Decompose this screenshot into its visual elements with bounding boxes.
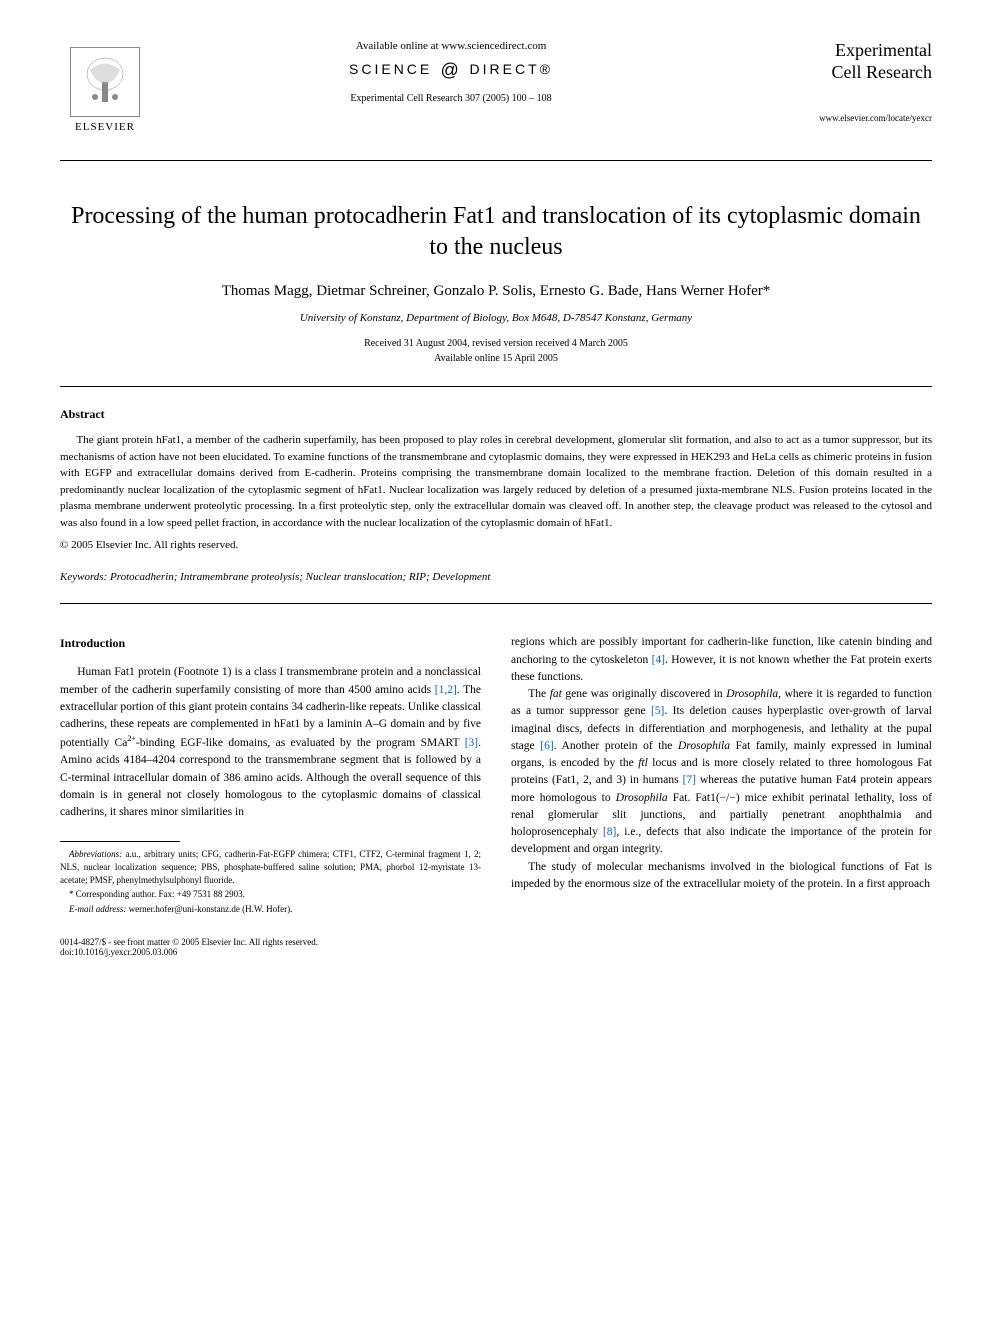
abstract-section: Abstract The giant protein hFat1, a memb… — [60, 407, 932, 551]
elsevier-logo: ELSEVIER — [60, 40, 150, 140]
italic-text: ftl — [638, 757, 648, 769]
journal-reference: Experimental Cell Research 307 (2005) 10… — [170, 93, 732, 104]
dates: Received 31 August 2004, revised version… — [60, 336, 932, 366]
footer-line-1: 0014-4827/$ - see front matter © 2005 El… — [60, 937, 932, 947]
footnote-email: E-mail address: werner.hofer@uni-konstan… — [60, 903, 481, 916]
sciencedirect-prefix: SCIENCE — [349, 61, 432, 77]
journal-name-line2: Cell Research — [832, 62, 932, 82]
ref-link[interactable]: [7] — [683, 774, 696, 786]
keywords-label: Keywords: — [60, 571, 107, 583]
body-columns: Introduction Human Fat1 protein (Footnot… — [60, 634, 932, 917]
footnote-abbreviations: Abbreviations: a.u., arbitrary units; CF… — [60, 848, 481, 886]
body-paragraph: The fat gene was originally discovered i… — [511, 686, 932, 859]
received-date: Received 31 August 2004, revised version… — [60, 336, 932, 351]
journal-url: www.elsevier.com/locate/yexcr — [752, 113, 932, 123]
journal-name-line1: Experimental — [835, 40, 932, 60]
copyright: © 2005 Elsevier Inc. All rights reserved… — [60, 539, 932, 551]
ref-link[interactable]: [4] — [652, 654, 665, 666]
ref-link[interactable]: [3] — [465, 737, 478, 749]
text-run: Human Fat1 protein (Footnote 1) is a cla… — [60, 666, 481, 695]
ref-link[interactable]: [5] — [651, 705, 664, 717]
keywords: Keywords: Protocadherin; Intramembrane p… — [60, 571, 932, 583]
intro-paragraph-1: Human Fat1 protein (Footnote 1) is a cla… — [60, 664, 481, 821]
footnote-corresponding: * Corresponding author. Fax: +49 7531 88… — [60, 888, 481, 901]
divider — [60, 603, 932, 604]
introduction-heading: Introduction — [60, 634, 481, 652]
divider — [60, 386, 932, 387]
keywords-text: Protocadherin; Intramembrane proteolysis… — [107, 571, 490, 583]
ref-link[interactable]: [1,2] — [435, 684, 457, 696]
italic-text: Drosophila — [678, 740, 730, 752]
text-run: -binding EGF-like domains, as evaluated … — [136, 737, 465, 749]
center-header: Available online at www.sciencedirect.co… — [150, 40, 752, 104]
footnote-separator — [60, 841, 180, 842]
available-date: Available online 15 April 2005 — [60, 351, 932, 366]
text-run: . Another protein of the — [554, 740, 678, 752]
abstract-heading: Abstract — [60, 407, 932, 422]
footer-line-2: doi:10.1016/j.yexcr.2005.03.006 — [60, 947, 932, 957]
elsevier-label: ELSEVIER — [75, 121, 135, 133]
superscript: 2+ — [127, 734, 136, 743]
ref-link[interactable]: [8] — [603, 826, 616, 838]
email-label: E-mail address: — [69, 904, 126, 914]
elsevier-tree-icon — [70, 47, 140, 117]
italic-text: fat — [550, 688, 562, 700]
right-column: regions which are possibly important for… — [511, 634, 932, 917]
divider — [60, 160, 932, 161]
affiliation: University of Konstanz, Department of Bi… — [60, 312, 932, 324]
body-paragraph: regions which are possibly important for… — [511, 634, 932, 686]
journal-box: Experimental Cell Research www.elsevier.… — [752, 40, 932, 123]
email-address: werner.hofer@uni-konstanz.de (H.W. Hofer… — [126, 904, 292, 914]
footer: 0014-4827/$ - see front matter © 2005 El… — [60, 937, 932, 957]
body-paragraph: The study of molecular mechanisms involv… — [511, 859, 932, 894]
sciencedirect-logo: SCIENCE @ DIRECT® — [170, 60, 732, 81]
authors: Thomas Magg, Dietmar Schreiner, Gonzalo … — [60, 283, 932, 300]
sciencedirect-suffix: DIRECT® — [470, 61, 553, 77]
text-run: . Amino acids 4184–4204 correspond to th… — [60, 737, 481, 818]
abbrev-text: a.u., arbitrary units; CFG, cadherin-Fat… — [60, 849, 481, 884]
title-block: Processing of the human protocadherin Fa… — [60, 201, 932, 366]
left-column: Introduction Human Fat1 protein (Footnot… — [60, 634, 481, 917]
abstract-text: The giant protein hFat1, a member of the… — [60, 432, 932, 531]
page-header: ELSEVIER Available online at www.science… — [60, 40, 932, 140]
available-online-text: Available online at www.sciencedirect.co… — [170, 40, 732, 52]
italic-text: Drosophila — [616, 792, 668, 804]
journal-name: Experimental Cell Research — [752, 40, 932, 83]
ref-link[interactable]: [6] — [540, 740, 553, 752]
italic-text: Drosophila — [726, 688, 778, 700]
abbrev-label: Abbreviations: — [69, 849, 122, 859]
footnotes: Abbreviations: a.u., arbitrary units; CF… — [60, 848, 481, 915]
at-symbol-icon: @ — [432, 60, 469, 80]
article-title: Processing of the human protocadherin Fa… — [60, 201, 932, 263]
text-run: The — [528, 688, 549, 700]
text-run: gene was originally discovered in — [562, 688, 726, 700]
